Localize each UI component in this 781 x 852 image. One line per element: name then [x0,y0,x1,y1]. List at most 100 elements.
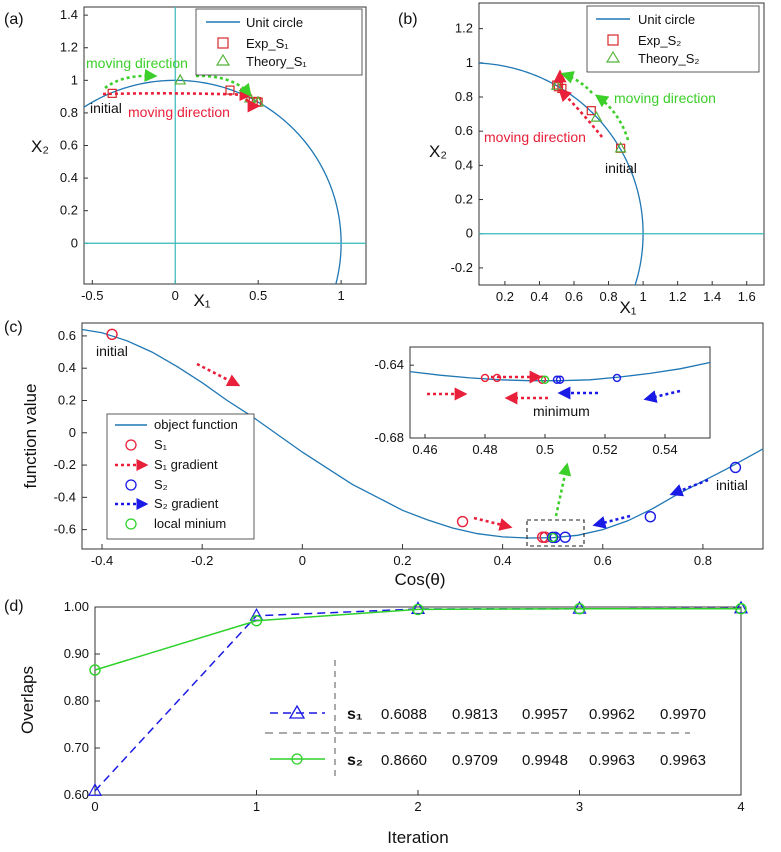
series-marker-s1 [733,600,749,614]
x-axis-label-b: X₁ [619,298,636,317]
legend-marker-local-minimum [125,518,137,530]
inset-c: 0.46 0.48 0.5 0.52 0.54 -0.68 -0.64 minimum [374,346,711,457]
c-xtick-label: -0.4 [91,553,113,568]
legend-label-s1-d: s₁ [347,706,363,723]
d-xtick-label: 4 [737,799,744,814]
panel-label-b: (b) [398,11,418,28]
a-ytick-label: 1.2 [60,40,78,55]
series-marker-s2 [250,614,263,627]
legend-box-a [195,8,363,76]
b-ytick-label: 0.4 [455,157,473,172]
d-xtick-label: 3 [576,799,583,814]
a-ytick-label: 0.8 [60,105,78,120]
a-ytick-label: 0.4 [60,170,78,185]
points-a [107,73,265,107]
c-ytick-label: 0.4 [58,360,76,375]
d-ytick-label: 0.80 [64,693,89,708]
legend-label-circle-b: Unit circle [638,12,695,27]
plot-frame-c [81,322,764,550]
panel-c: -0.4 -0.2 0 0.2 0.4 0.6 0.8 -0.6 -0.4 -0.2 0 0.2 0.4… [21,322,764,589]
inset-tick-labels: 0.46 0.48 0.5 0.52 0.54 -0.68 -0.64 [374,357,677,457]
inset-s2-point [612,373,622,383]
red-arrow-a2 [244,98,261,113]
d-ytick-label: 0.90 [64,646,89,661]
series-marker-s2 [573,603,586,615]
legend-b: Unit circle Exp_S₂ Theory_S₂ [586,5,760,73]
c-ytick-label: 0 [69,425,76,440]
a-ytick-label: 1 [71,72,78,87]
series-line-2 [94,607,741,671]
legend-box-c [106,413,255,540]
series-marker-s2 [735,603,747,615]
legend-a: Unit circle Exp_S₁ Theory_S₁ [195,8,363,76]
theory-point-b [590,110,603,122]
a-ytick-label: 1.4 [60,7,78,22]
zoom-box [526,519,585,547]
y-axis-label-b: X₂ [429,142,447,161]
green-arrow-a2 [195,74,252,98]
inset-ytick-label: -0.68 [374,430,404,445]
value-table: 0.6088 0.9813 0.9957 0.9962 0.9970 0.8660 0.97… [381,706,706,769]
b-xtick-label: 0.8 [600,289,618,304]
d-xtick-label: 2 [414,799,421,814]
inset-ytick-label: -0.64 [374,357,404,372]
inset-xtick-label: 0.48 [472,442,497,457]
series-marker-s2 [412,603,424,616]
annotation-minimum: minimum [533,403,590,419]
table-value-s2: 0.9948 [522,752,568,769]
b-ytick-label: 1 [466,55,473,70]
b-ytick-label: 1.2 [455,21,473,36]
y-axis-label-a: X₂ [31,137,49,156]
table-value-s1: 0.9813 [452,706,498,723]
annotation-red-a: moving direction [128,104,230,120]
s2-point [546,531,559,544]
legend-d: s₁ s₂ 0.6088 0.9813 0.9957 0.9962 0.9970 0.86… [265,660,706,780]
exp-point-b [586,106,596,116]
zoom-arrow [554,462,572,517]
b-ytick-label: 0.8 [455,89,473,104]
annotation-green-a: moving direction [86,55,188,71]
series-d [87,600,749,796]
table-value-s2: 0.9963 [660,752,706,769]
legend-marker-s1 [125,439,137,451]
s1-point [106,328,118,340]
legend-label-local-minimum: local minium [154,516,226,531]
inset-s2-point [555,375,565,384]
a-xtick-label: 1 [338,288,345,303]
table-value-s2: 0.9709 [452,752,498,769]
c-xtick-label: 0.6 [594,553,612,568]
a-xtick-label: 0.5 [249,288,267,303]
c-xtick-label: 0.2 [393,553,411,568]
d-ytick-label: 0.60 [64,787,89,802]
panel-b: 0.2 0.4 0.6 0.8 1 1.2 1.4 1.6 -0.2 0 0.2 0.4 0.6 0.8 1… [429,2,765,317]
y-axis-label-d: Overlaps [18,666,37,734]
panel-d: 0 1 2 3 40.600.700.800.901.00 s₁ s₂ 0.6088 0.… [18,599,749,847]
c-xtick-label: -0.2 [191,553,213,568]
table-value-s2: 0.9963 [589,752,635,769]
s2-point [729,461,742,474]
tick-labels-a: -0.5 0 0.5 1 0 0.2 0.4 0.6 0.8 1 1.2 1.4 [60,7,345,303]
x-axis-label-d: Iteration [387,828,448,847]
b-xtick-label: 1.2 [669,289,687,304]
d-ytick-label: 0.70 [64,740,89,755]
c-xtick-label: 0.4 [494,553,512,568]
annotation-initial-right: initial [716,477,748,493]
b-xtick-label: 1 [639,289,646,304]
table-value-s2: 0.8660 [381,752,427,769]
table-value-s1: 0.9957 [522,706,568,723]
legend-label-s1: S₁ [154,437,168,452]
y-axis-label-c: function value [21,384,40,489]
legend-label-s2-d: s₂ [347,752,363,769]
c-ytick-label: -0.6 [54,522,76,537]
red-arrow-b1 [558,88,604,138]
b-xtick-label: 0.2 [496,289,514,304]
legend-label-s1-gradient: S₁ gradient [154,457,218,472]
b-xtick-label: 0.6 [565,289,583,304]
panel-a: -0.5 0 0.5 1 0 0.2 0.4 0.6 0.8 1 1.2 1.4 moving dir… [31,6,367,310]
annotation-initial-left: initial [96,343,128,359]
annotation-red-b: moving direction [484,129,586,145]
legend-marker-theory-a [215,53,231,66]
legend-marker-exp-b [607,34,619,46]
c-ytick-label: 0.6 [58,328,76,343]
